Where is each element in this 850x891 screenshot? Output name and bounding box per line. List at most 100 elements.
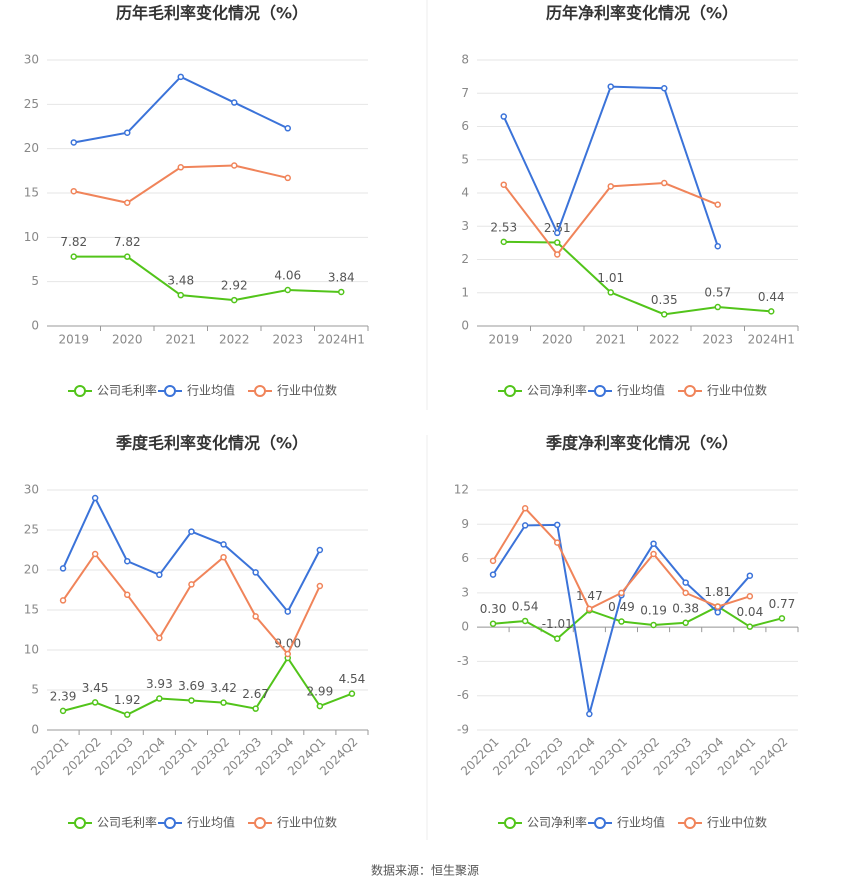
point — [746, 572, 754, 579]
series-line — [73, 75, 289, 144]
y-tick-label: 6 — [461, 551, 469, 565]
data-label: 4.54 — [339, 672, 366, 686]
legend-label: 行业均值 — [617, 815, 665, 830]
point — [156, 634, 163, 642]
point — [177, 73, 184, 81]
y-tick-label: 0 — [461, 620, 469, 634]
y-tick-label: 25 — [24, 523, 39, 537]
point — [500, 238, 507, 246]
chart: 历年净利率变化情况（%） 0 1 2 3 4 5 6 7 8 2019 2020 2021 2022 202… — [461, 4, 799, 398]
point — [177, 164, 184, 171]
legend-marker — [594, 817, 606, 829]
data-label: 0.57 — [704, 286, 731, 300]
y-tick-label: 15 — [24, 603, 39, 617]
data-label: 7.82 — [60, 235, 87, 249]
point — [220, 553, 227, 561]
y-tick-label: 3 — [461, 585, 469, 599]
data-label: 0.44 — [758, 290, 785, 304]
chart: 季度净利率变化情况（%）-9-6-30369122022Q12022Q22022… — [454, 434, 799, 830]
legend-label: 行业中位数 — [707, 815, 767, 830]
point — [554, 521, 561, 529]
point — [661, 179, 668, 187]
x-tick-label: 2021 — [595, 333, 626, 347]
point — [489, 571, 497, 578]
y-tick-label: 30 — [24, 53, 39, 67]
data-label: 1.92 — [114, 693, 141, 707]
y-tick-label: 9 — [461, 517, 469, 531]
point — [59, 597, 67, 604]
point — [284, 650, 291, 658]
data-label: 3.93 — [146, 677, 173, 691]
point — [714, 603, 721, 610]
point — [489, 557, 497, 565]
legend-label: 行业均值 — [187, 383, 235, 398]
y-tick-label: 7 — [461, 86, 469, 100]
data-label: 0.77 — [769, 597, 796, 611]
series-line — [502, 85, 719, 247]
y-tick-label: 12 — [454, 483, 469, 497]
legend-label: 公司毛利率 — [97, 815, 157, 830]
point — [650, 540, 657, 547]
y-tick-label: 5 — [31, 274, 39, 288]
point — [284, 125, 291, 132]
point — [231, 99, 238, 106]
data-label: 0.54 — [512, 599, 539, 613]
data-label: 0.04 — [736, 605, 763, 619]
y-tick-label: 8 — [461, 53, 469, 67]
data-label: 2.99 — [306, 685, 333, 699]
point — [70, 253, 77, 260]
data-label: 1.01 — [597, 271, 624, 285]
legend-marker — [254, 817, 266, 829]
legend-marker — [684, 385, 696, 397]
y-tick-label: 0 — [461, 319, 469, 333]
series-line — [492, 605, 783, 640]
point — [124, 199, 131, 207]
point — [778, 615, 786, 622]
y-tick-label: -9 — [457, 723, 469, 737]
legend-marker — [74, 385, 86, 397]
point — [188, 697, 195, 704]
point — [252, 613, 259, 620]
legend-marker — [164, 385, 176, 397]
x-tick-label: 2021 — [165, 333, 196, 347]
point — [682, 589, 689, 597]
point — [316, 546, 324, 554]
y-tick-label: 4 — [461, 186, 469, 200]
point — [618, 618, 625, 625]
point — [650, 550, 657, 558]
y-tick-label: 5 — [461, 152, 469, 166]
data-label: 2.39 — [50, 689, 77, 703]
point — [500, 181, 507, 188]
point — [177, 291, 184, 299]
point — [714, 609, 721, 616]
chart-title: 历年毛利率变化情况（%） — [116, 4, 308, 23]
data-label: 7.82 — [114, 235, 141, 249]
point — [70, 139, 77, 146]
x-tick-label: 2019 — [58, 333, 89, 347]
point — [252, 569, 259, 576]
point — [124, 557, 131, 565]
legend-marker — [254, 385, 266, 397]
data-label: 3.84 — [328, 270, 355, 284]
y-tick-label: 0 — [31, 319, 39, 333]
data-label: 2.53 — [490, 220, 517, 234]
legend-label: 行业均值 — [187, 815, 235, 830]
chart: 季度毛利率变化情况（%）0510152025302022Q12022Q22022… — [24, 434, 369, 830]
point — [91, 550, 99, 558]
legend-label: 行业均值 — [617, 383, 665, 398]
source-note: 数据来源：恒生聚源 — [371, 863, 479, 878]
x-tick-label: 2020 — [542, 333, 573, 347]
legend-label: 行业中位数 — [277, 815, 337, 830]
data-label: 3.69 — [178, 679, 205, 693]
point — [489, 620, 497, 627]
y-tick-label: 0 — [31, 723, 39, 737]
point — [124, 129, 131, 136]
point — [220, 541, 227, 548]
data-label: 2.92 — [221, 279, 248, 293]
y-tick-label: 5 — [31, 683, 39, 697]
x-tick-label: 2022 — [219, 333, 250, 347]
data-label: 2.51 — [544, 221, 571, 235]
point — [500, 113, 507, 120]
point — [124, 591, 131, 599]
